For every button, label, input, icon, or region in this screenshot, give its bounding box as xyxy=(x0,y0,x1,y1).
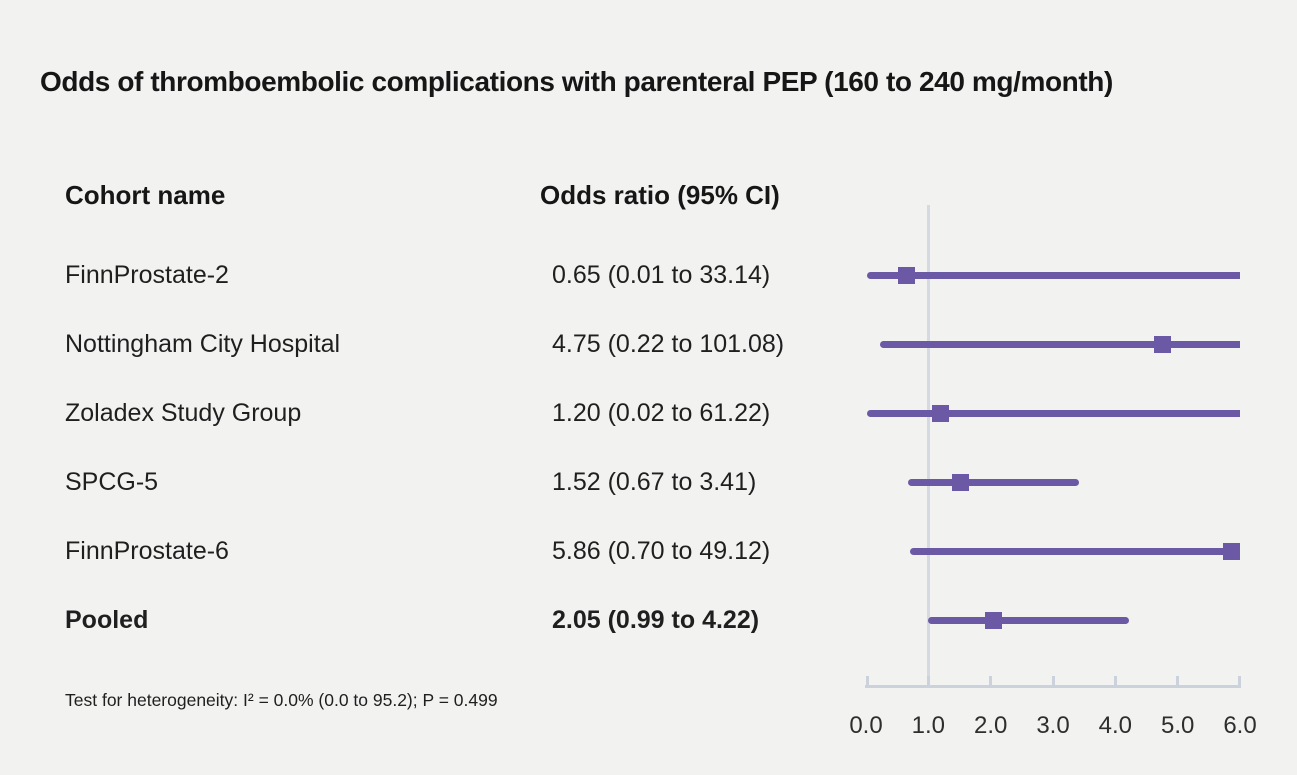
cohort-name: Pooled xyxy=(65,606,149,634)
cohort-name: Nottingham City Hospital xyxy=(65,330,341,358)
x-axis-tick xyxy=(926,676,930,685)
odds-ratio-value: 2.05 (0.99 to 4.22) xyxy=(552,606,760,634)
estimate-marker xyxy=(898,266,916,284)
odds-ratio-value: 1.52 (0.67 to 3.41) xyxy=(552,468,757,496)
odds-ratio-value: 4.75 (0.22 to 101.08) xyxy=(552,330,785,358)
column-header-odds-ratio: Odds ratio (95% CI) xyxy=(540,180,780,210)
estimate-marker xyxy=(1153,335,1171,353)
column-header-cohort-name: Cohort name xyxy=(65,180,226,210)
cohort-name: FinnProstate-2 xyxy=(65,261,229,289)
ci-line xyxy=(866,271,1240,279)
heterogeneity-note: Test for heterogeneity: I² = 0.0% (0.0 t… xyxy=(65,690,498,710)
ci-line xyxy=(879,340,1240,348)
cohort-name: SPCG-5 xyxy=(65,468,159,496)
x-axis-tick xyxy=(1238,676,1241,685)
x-axis-tick-label: 6.0 xyxy=(1223,712,1257,739)
x-axis-tick-label: 0.0 xyxy=(849,712,883,739)
ci-line xyxy=(867,409,1240,417)
odds-ratio-value: 5.86 (0.70 to 49.12) xyxy=(552,537,771,565)
chart-title: Odds of thromboembolic complications wit… xyxy=(40,66,1113,97)
estimate-marker xyxy=(985,611,1003,629)
estimate-marker xyxy=(1222,542,1240,560)
x-axis-line xyxy=(865,685,1241,688)
ci-line xyxy=(927,616,1130,624)
x-axis-tick xyxy=(1051,676,1055,685)
estimate-marker xyxy=(932,404,950,422)
x-axis-tick xyxy=(1113,676,1117,685)
x-axis-tick xyxy=(989,676,993,685)
x-axis-tick-label: 4.0 xyxy=(1098,712,1133,739)
x-axis-tick-label: 5.0 xyxy=(1160,712,1195,739)
x-axis-tick-label: 2.0 xyxy=(973,712,1008,739)
x-axis-tick-label: 3.0 xyxy=(1036,712,1070,739)
odds-ratio-value: 0.65 (0.01 to 33.14) xyxy=(552,261,771,289)
plot-area: 0.0 1.0 2.0 3.0 4.0 5.0 6.0 xyxy=(849,205,1257,739)
odds-ratio-value: 1.20 (0.02 to 61.22) xyxy=(552,399,771,427)
x-axis-tick-label: 1.0 xyxy=(911,712,946,739)
estimate-marker xyxy=(952,473,970,491)
cohort-name: Zoladex Study Group xyxy=(65,399,302,427)
reference-line-1 xyxy=(926,205,930,688)
x-axis-tick xyxy=(866,676,869,685)
ci-line xyxy=(909,547,1240,555)
cohort-name: FinnProstate-6 xyxy=(65,537,229,565)
x-axis-tick xyxy=(1176,676,1180,685)
ci-line xyxy=(907,478,1079,486)
